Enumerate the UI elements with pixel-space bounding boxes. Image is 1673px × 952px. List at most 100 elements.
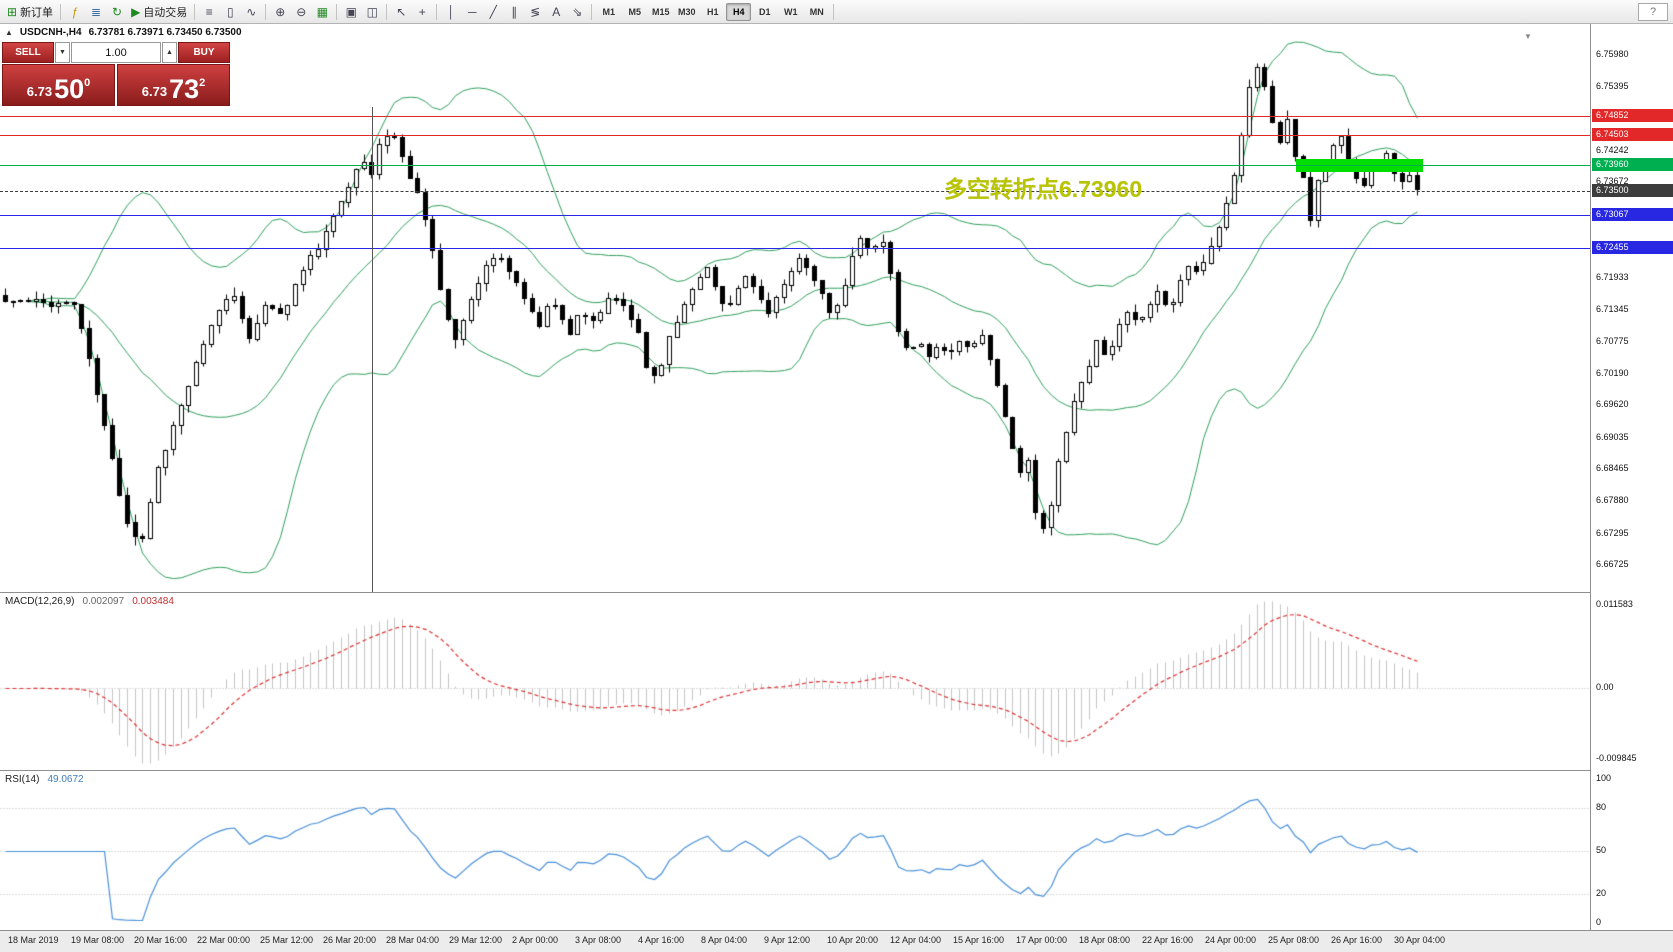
timeframe-h1-button[interactable]: H1 (707, 6, 719, 17)
timeframe-h4-button[interactable]: H4 (726, 2, 752, 21)
autotrading-button-label: 自动交易 (143, 6, 188, 19)
cursor-button[interactable]: ↖ (391, 2, 411, 22)
timeframe-m5-button[interactable]: M5 (628, 6, 642, 17)
new-order-button[interactable]: ⊞ 新订单 (4, 2, 56, 22)
support-line-2-badge: 6.72455 (1592, 241, 1673, 254)
price-chart-panel: ▲ USDCNH-,H4 6.73781 6.73971 6.73450 6.7… (0, 24, 1590, 592)
chart-annotation-text[interactable]: 多空转折点6.73960 (944, 176, 1143, 202)
cascade-windows-button[interactable]: ▣ (341, 2, 361, 22)
autotrading-button[interactable]: ▶ 自动交易 (128, 2, 190, 22)
price-tick-label: 6.70190 (1596, 368, 1629, 378)
buy-button[interactable]: BUY (178, 42, 230, 63)
bar-chart-icon: ≡ (205, 4, 213, 19)
price-tick-label: 6.66725 (1596, 559, 1629, 569)
fibonacci-button[interactable]: ≶ (525, 2, 545, 22)
time-label: 22 Apr 16:00 (1142, 935, 1194, 945)
rsi-canvas[interactable] (0, 771, 1590, 931)
horizontal-line-button[interactable]: ─ (462, 2, 482, 22)
market-watch-button[interactable]: ≣ (86, 2, 106, 22)
navigator-button[interactable]: ↻ (107, 2, 127, 22)
time-label: 19 Mar 08:00 (71, 935, 125, 945)
time-label: 3 Apr 08:00 (575, 935, 622, 945)
sell-button[interactable]: SELL (2, 42, 54, 63)
oneclick-collapse-icon[interactable]: ▲ (5, 28, 13, 37)
timeframe-d1-button[interactable]: D1 (759, 6, 771, 17)
timeframe-w1-button[interactable]: W1 (784, 6, 798, 17)
resistance-line-1-badge: 6.74852 (1592, 109, 1673, 122)
timeframe-mn-button[interactable]: MN (809, 6, 824, 17)
one-click-trading-panel: SELL ▼ ▲ BUY 6.73 50 0 6.73 73 2 (2, 42, 230, 106)
price-tick-label: 6.69035 (1596, 432, 1629, 442)
channel-icon: ∥ (511, 4, 518, 19)
macd-axis-label: 0.00 (1596, 682, 1614, 692)
crosshair-icon: + (418, 4, 426, 19)
rsi-label-row: RSI(14) 49.0672 (5, 774, 84, 785)
chart-shift-marker-icon[interactable]: ▼ (1524, 32, 1532, 41)
arrows-button[interactable]: ⇘ (567, 2, 587, 22)
help-button[interactable]: ? (1638, 3, 1668, 21)
channel-button[interactable]: ∥ (504, 2, 524, 22)
hline-support-line-2[interactable] (0, 248, 1590, 249)
macd-signal-value: 0.003484 (132, 596, 174, 607)
time-label: 2 Apr 00:00 (512, 935, 559, 945)
timeframe-m15-button[interactable]: M15 (652, 6, 670, 17)
sell-price-display[interactable]: 6.73 50 0 (2, 64, 115, 106)
price-tick-label: 6.74242 (1596, 145, 1629, 155)
timeframe-m30-button[interactable]: M30 (678, 6, 696, 17)
price-axis[interactable]: 6.74852 6.74503 6.73960 6.73500 6.73067 6.724… (1590, 24, 1673, 930)
tile-windows-icon: ◫ (366, 4, 378, 19)
text-button[interactable]: A (546, 2, 566, 22)
hline-resistance-line-1[interactable] (0, 116, 1590, 117)
macd-panel: MACD(12,26,9) 0.002097 0.003484 (0, 592, 1590, 771)
zoom-in-icon: ⊕ (275, 4, 286, 19)
horizontal-line-icon: ─ (468, 4, 477, 19)
zoom-out-icon: ⊖ (296, 4, 307, 19)
zoom-out-button[interactable]: ⊖ (291, 2, 311, 22)
volume-down-button[interactable]: ▼ (55, 42, 70, 63)
charts-button[interactable]: ƒ (65, 2, 85, 22)
bar-chart-button[interactable]: ≡ (199, 2, 219, 22)
sell-price-big-figure: 6.73 (26, 84, 53, 99)
crosshair-button[interactable]: + (412, 2, 432, 22)
symbol-info: ▲ USDCNH-,H4 6.73781 6.73971 6.73450 6.7… (5, 27, 242, 38)
time-axis[interactable]: 18 Mar 2019 19 Mar 08:00 20 Mar 16:00 22 Ma… (0, 930, 1673, 952)
cursor-icon: ↖ (396, 4, 407, 19)
buy-price-big-figure: 6.73 (141, 84, 168, 99)
price-tick-label: 6.67880 (1596, 495, 1629, 505)
hline-pivot-line[interactable] (0, 165, 1590, 166)
trendline-button[interactable]: ╱ (483, 2, 503, 22)
buy-price-display[interactable]: 6.73 73 2 (117, 64, 230, 106)
volume-input[interactable] (71, 42, 161, 63)
toolbar-separator (833, 3, 835, 20)
buy-price-point: 2 (199, 77, 206, 89)
tile-windows-button[interactable]: ◫ (362, 2, 382, 22)
vertical-line-button[interactable]: │ (441, 2, 461, 22)
volume-up-button[interactable]: ▲ (162, 42, 177, 63)
hline-support-line-1[interactable] (0, 215, 1590, 216)
time-label: 28 Mar 04:00 (386, 935, 440, 945)
candle-chart-button[interactable]: ▯ (220, 2, 240, 22)
arrows-icon: ⇘ (572, 4, 583, 19)
vertical-line[interactable] (372, 107, 373, 592)
fibonacci-icon: ≶ (530, 4, 541, 19)
toolbar-separator (265, 3, 267, 20)
auto-arrange-icon: ▦ (316, 4, 328, 19)
auto-arrange-button[interactable]: ▦ (312, 2, 332, 22)
resistance-line-2-badge: 6.74503 (1592, 128, 1673, 141)
new-order-icon: ⊞ (7, 4, 18, 19)
macd-canvas[interactable] (0, 593, 1590, 771)
hline-current-price[interactable] (0, 191, 1590, 192)
time-label: 9 Apr 12:00 (764, 935, 811, 945)
hline-resistance-line-2[interactable] (0, 135, 1590, 136)
question-icon: ? (1649, 6, 1657, 18)
line-chart-button[interactable]: ∿ (241, 2, 261, 22)
zoom-in-button[interactable]: ⊕ (270, 2, 290, 22)
text-icon: A (552, 4, 561, 19)
rsi-axis-label: 20 (1596, 888, 1607, 898)
rsi-axis-label: 50 (1596, 845, 1607, 855)
time-label: 20 Mar 16:00 (134, 935, 188, 945)
timeframe-m1-button[interactable]: M1 (602, 6, 616, 17)
charts-icon: ƒ (71, 4, 79, 19)
price-chart-canvas[interactable] (0, 24, 1590, 592)
